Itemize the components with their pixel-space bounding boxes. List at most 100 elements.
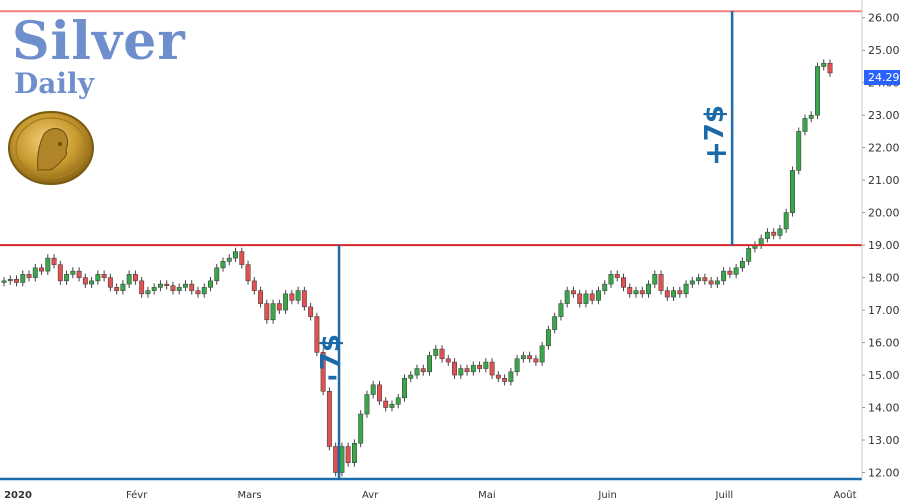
candle-up (633, 290, 639, 295)
candle-down (452, 361, 457, 376)
axes: 12.000 13.000 14.000 15.000 16.000 17.000 18.0… (4, 0, 900, 501)
candle-up (721, 270, 727, 282)
candle-down (195, 290, 201, 295)
candle-up (64, 274, 70, 282)
candle-up (395, 397, 401, 405)
candle-up (733, 267, 739, 275)
candle-up (508, 371, 514, 382)
y-tick-label: 20.000 (868, 207, 900, 220)
candle-down (621, 277, 626, 288)
candle-down (26, 274, 32, 278)
candle-up (389, 404, 395, 408)
candle-down (333, 446, 339, 473)
candle-up (433, 348, 439, 356)
candle-up (764, 231, 770, 239)
candle-down (132, 274, 138, 282)
candle-up (270, 303, 276, 321)
y-tick-label: 12.000 (868, 467, 900, 480)
candle-up (351, 443, 357, 464)
candle-down (14, 278, 19, 283)
candle-down (51, 257, 57, 265)
candle-down (464, 368, 470, 373)
candle-down (264, 303, 270, 321)
candle-up (7, 278, 13, 282)
candle-down (827, 62, 833, 74)
candle-up (214, 267, 220, 282)
candle-down (245, 264, 251, 282)
candle-down (533, 358, 539, 363)
candle-down (702, 277, 708, 282)
candle-down (383, 400, 389, 408)
candle-down (570, 290, 576, 295)
candle-up (652, 274, 658, 285)
candle-down (489, 361, 495, 376)
y-tick-label: 25.000 (868, 44, 900, 57)
candle-up (739, 261, 745, 269)
candle-up (458, 368, 464, 376)
y-tick-label: 19.000 (868, 239, 900, 252)
candle-down (664, 290, 670, 298)
x-tick-label: Févr (126, 489, 148, 501)
candle-down (771, 231, 777, 236)
candle-up (20, 274, 26, 283)
x-tick-label: Juill (715, 490, 734, 501)
candle-down (614, 274, 620, 278)
y-tick-label: 21.000 (868, 174, 900, 187)
chart-title: Silver (12, 11, 186, 72)
candle-up (226, 257, 232, 262)
y-tick-label: 16.000 (868, 337, 900, 350)
candle-down (345, 446, 351, 464)
candle-down (239, 251, 245, 265)
candle-up (45, 257, 51, 272)
candle-up (552, 316, 558, 330)
candle-down (308, 306, 314, 317)
candles (1, 59, 833, 477)
candle-down (627, 287, 633, 295)
candle-down (477, 365, 483, 369)
candle-down (314, 316, 320, 353)
candle-up (208, 280, 213, 288)
candle-up (470, 365, 476, 373)
candle-up (596, 290, 601, 301)
candle-up (151, 287, 157, 291)
candle-up (1, 280, 7, 283)
candle-up (364, 394, 370, 415)
candle-down (377, 384, 382, 402)
candle-up (796, 131, 802, 171)
candle-down (139, 280, 145, 295)
candle-up (427, 355, 432, 373)
candle-up (783, 212, 789, 230)
candle-down (708, 280, 714, 285)
candle-up (370, 384, 376, 395)
candle-up (283, 293, 289, 311)
candle-up (815, 66, 820, 116)
down-sign-label: - (327, 362, 338, 392)
candle-up (583, 293, 589, 304)
silver-coin-icon (8, 111, 94, 185)
candle-up (808, 114, 814, 119)
candle-up (408, 374, 414, 379)
candle-up (564, 290, 570, 304)
x-tick-label: Avr (362, 490, 379, 501)
candle-up (126, 274, 132, 285)
candle-up (32, 267, 38, 278)
candle-down (326, 391, 332, 447)
x-tick-label: Mai (478, 490, 496, 501)
candle-up (220, 261, 226, 269)
candle-down (251, 280, 257, 291)
last-price-badge: 24.297 (864, 70, 900, 85)
candle-up (696, 277, 702, 282)
candle-down (164, 283, 170, 286)
candle-up (608, 274, 614, 285)
candle-down (301, 290, 307, 308)
candle-up (89, 280, 95, 285)
up-sign-label: + (704, 136, 730, 171)
candle-up (120, 283, 126, 291)
candle-up (514, 358, 520, 373)
candle-down (727, 270, 733, 275)
y-tick-label: 15.000 (868, 369, 900, 382)
candle-up (402, 378, 407, 399)
candle-up (414, 368, 420, 376)
candle-up (746, 248, 752, 262)
